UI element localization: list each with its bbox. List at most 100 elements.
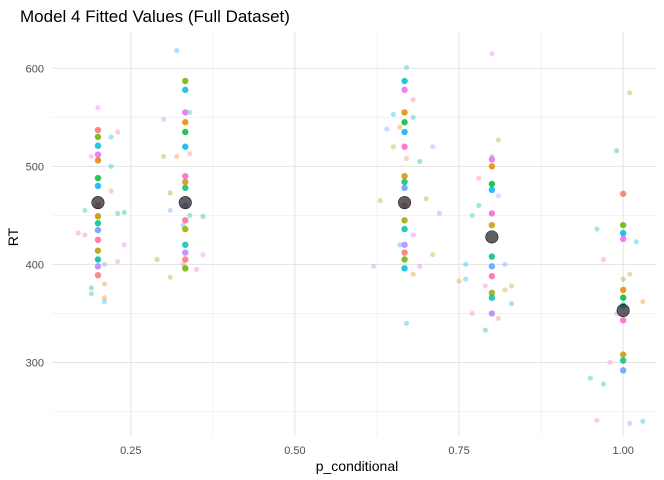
observed-point [594,417,600,423]
mean-point [91,196,105,210]
observed-point [193,266,200,272]
fitted-point [401,172,408,180]
fitted-point [94,226,102,234]
observed-point [476,175,482,181]
fitted-point [488,253,496,260]
observed-point [430,144,436,150]
observed-point [88,291,94,297]
fitted-point [94,126,102,134]
fitted-point [401,128,408,136]
fitted-point [488,163,496,170]
fitted-point [182,109,189,116]
fitted-point [488,186,496,194]
observed-point [174,48,180,54]
observed-point [495,193,502,199]
fitted-point [619,286,627,294]
observed-point [390,111,396,117]
x-tick-label: 0.75 [448,445,469,457]
observed-point [607,359,613,366]
observed-point [187,109,193,116]
observed-point [627,271,633,277]
observed-point [627,420,633,426]
fitted-point [619,317,627,324]
observed-point [495,315,502,321]
observed-point [410,271,416,277]
fitted-point [94,263,102,270]
observed-point [161,153,167,160]
observed-point [115,210,121,217]
observed-point [371,263,377,269]
fitted-point [488,180,496,188]
fitted-point [94,236,102,244]
mean-point [616,303,630,317]
observed-point [417,158,423,165]
fitted-point [401,143,408,150]
x-tick-labels: 0.25 0.50 0.75 1.00 [120,445,634,457]
chart-title: Model 4 Fitted Values (Full Dataset) [20,7,290,26]
fitted-point [488,310,496,317]
observed-point [495,137,502,143]
observed-point [614,148,620,154]
observed-point [161,116,167,122]
observed-point [456,278,462,284]
observed-points [75,48,646,426]
observed-point [410,97,416,103]
fitted-point [94,174,102,182]
fitted-point [94,213,102,220]
observed-point [75,230,81,236]
fitted-point [182,184,189,192]
fitted-point [401,184,408,192]
observed-point [167,207,173,214]
y-axis-title: RT [5,227,21,246]
fitted-point [488,263,496,270]
fitted-point [619,190,627,197]
observed-point [594,226,600,232]
observed-point [417,263,423,269]
fitted-point [182,77,189,85]
observed-point [108,163,114,169]
observed-point [187,212,193,218]
mean-points [91,196,630,317]
observed-point [167,274,173,280]
fitted-point [401,217,408,224]
fitted-point [619,229,627,237]
fitted-point [182,241,189,248]
fitted-point [94,157,102,164]
observed-point [82,232,88,238]
fitted-point [401,256,408,263]
y-tick-label: 600 [26,63,44,75]
observed-point [82,207,88,214]
observed-point [489,50,495,57]
y-tick-label: 300 [26,357,44,369]
fitted-points [94,77,627,374]
observed-point [476,202,482,209]
observed-point [403,64,410,70]
fitted-point [488,272,496,280]
observed-point [410,232,416,238]
observed-point [508,301,515,307]
fitted-point [619,294,627,301]
mean-point [485,230,499,244]
fitted-point [401,109,408,116]
fitted-point [182,143,189,150]
observed-point [469,212,475,218]
observed-point [377,198,383,204]
observed-point [430,251,436,258]
observed-point [410,114,416,120]
observed-point [502,287,508,293]
observed-point [403,320,410,326]
fitted-point [182,172,189,180]
observed-point [640,418,646,424]
fitted-point [401,241,408,248]
observed-point [115,129,121,135]
observed-point [101,281,108,287]
fitted-point [182,256,189,263]
observed-point [502,261,508,267]
fitted-point [182,225,189,233]
observed-point [620,276,626,282]
observed-point [88,153,94,160]
observed-point [482,283,488,289]
observed-point [482,327,488,333]
observed-point [174,153,180,160]
mean-point [178,196,192,210]
